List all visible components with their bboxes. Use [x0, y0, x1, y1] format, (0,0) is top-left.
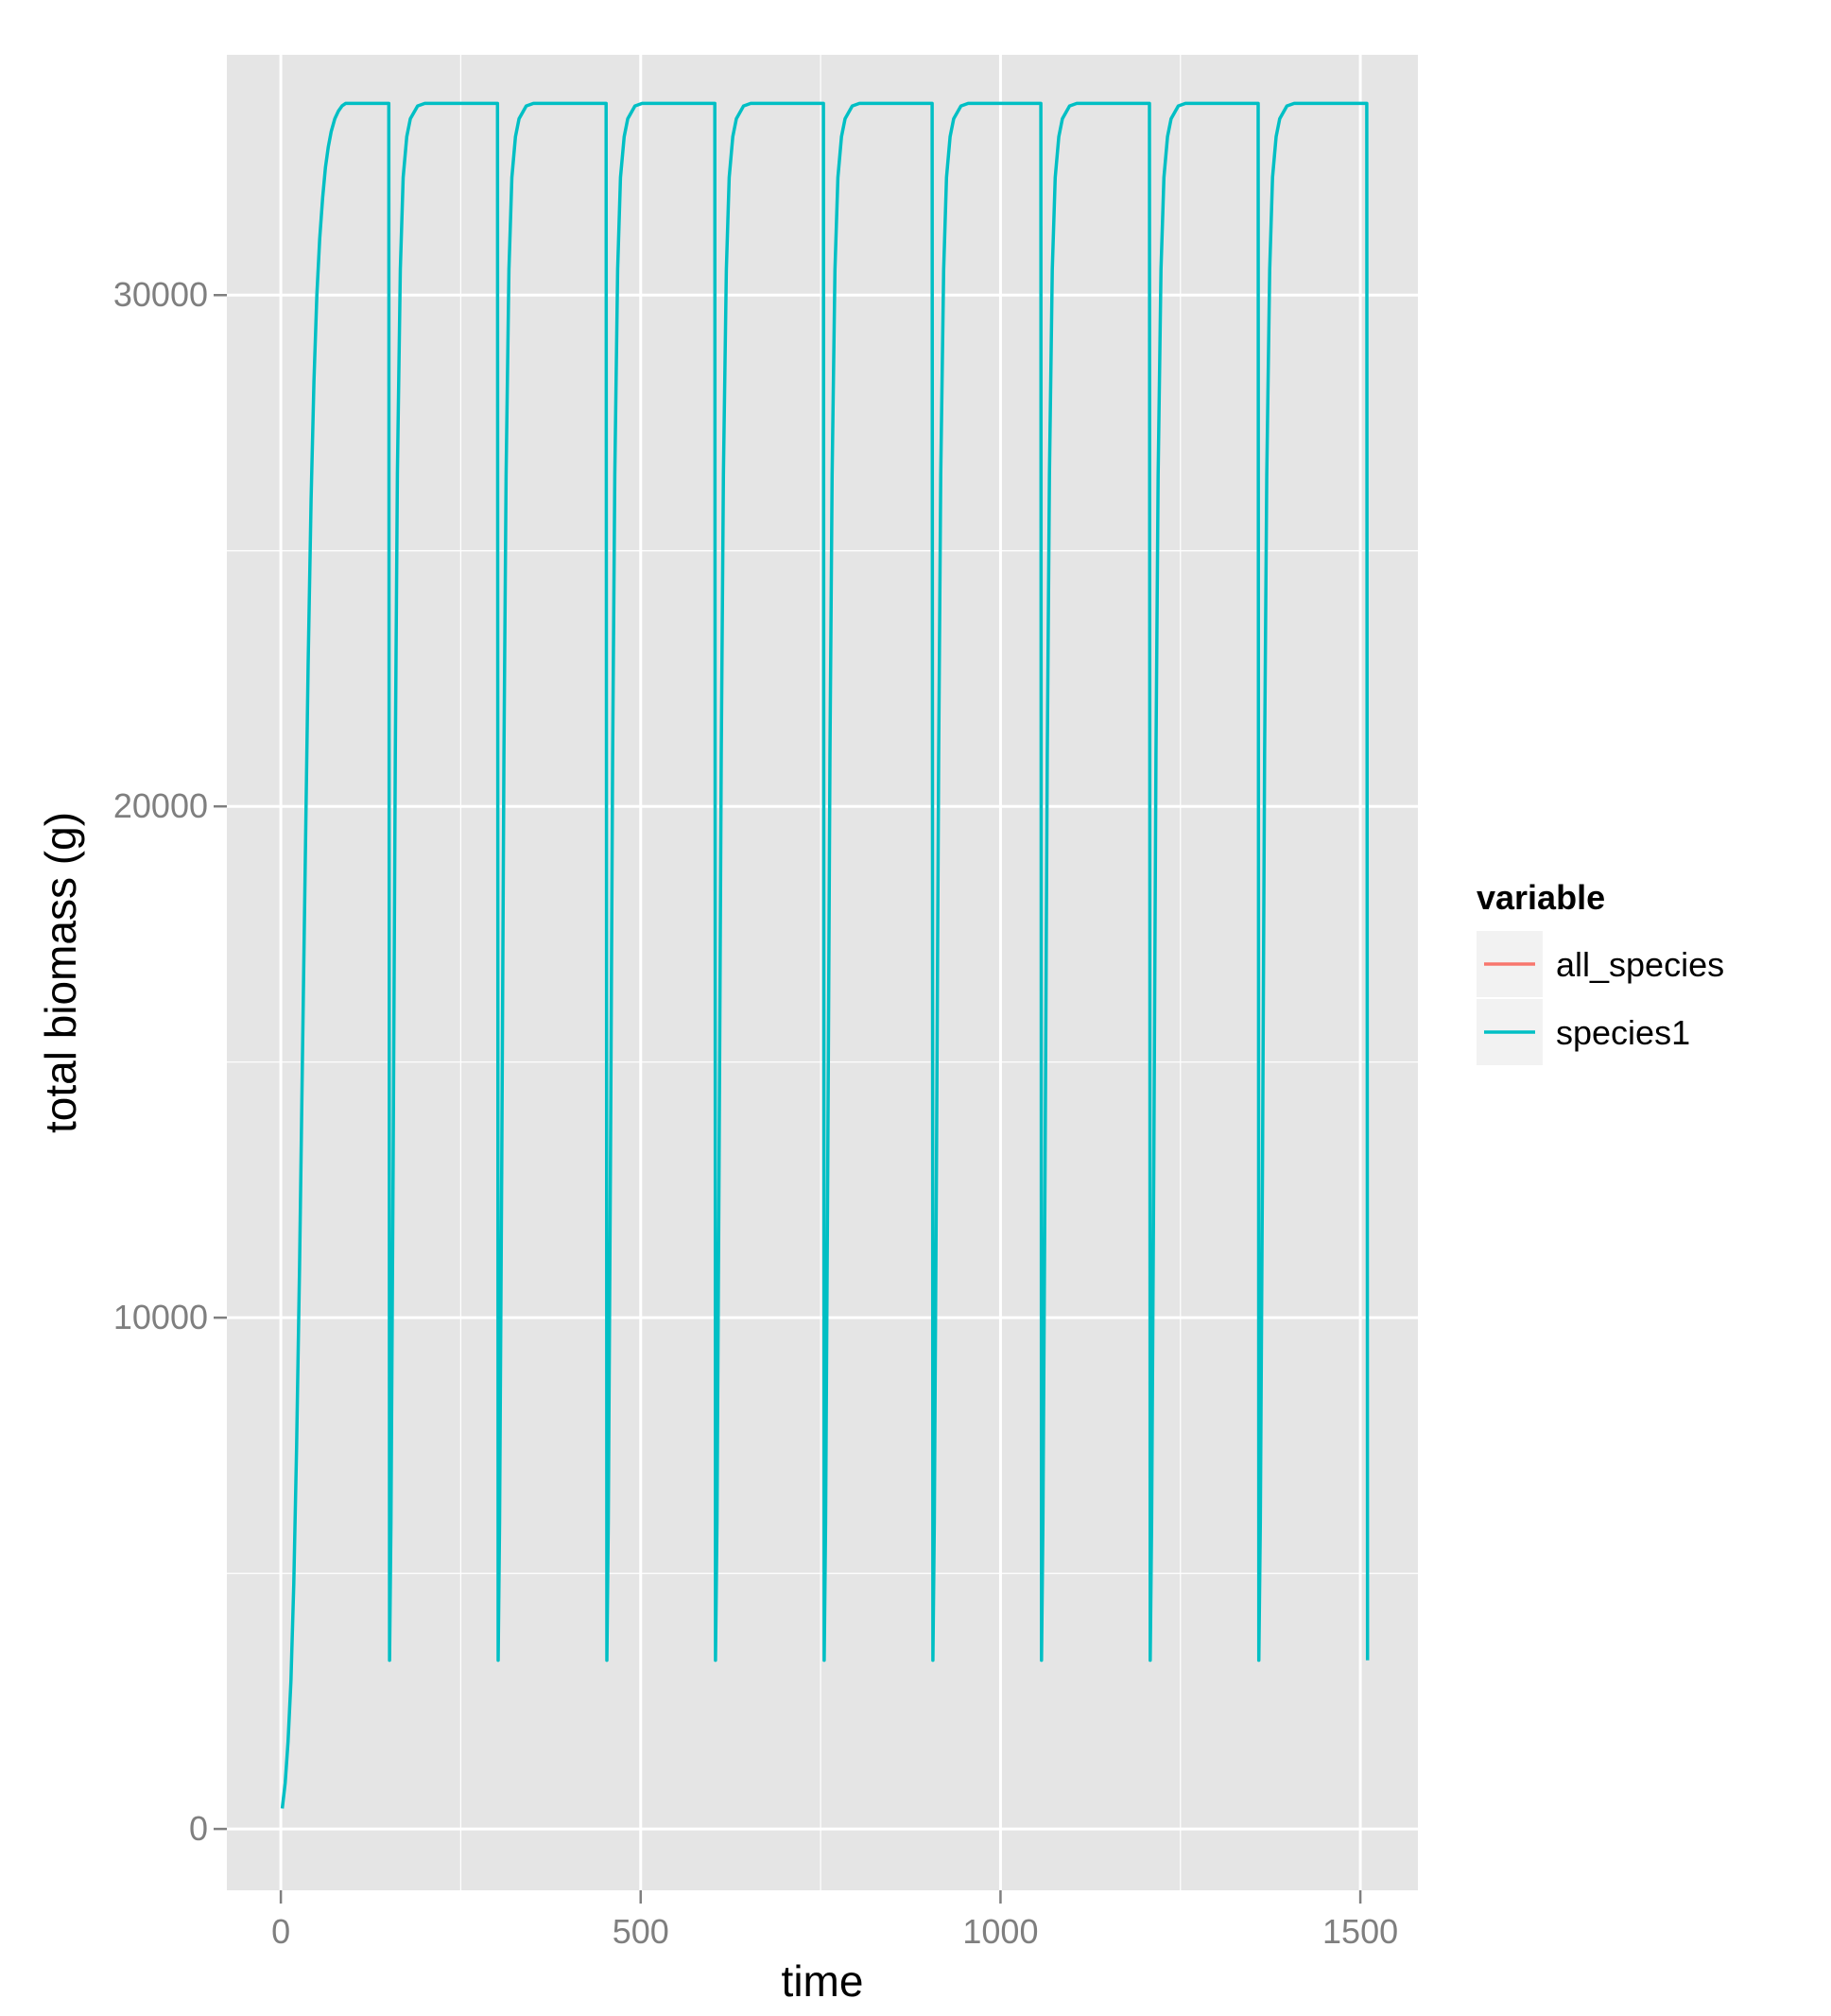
x-tick-label: 1500 — [1322, 1912, 1398, 1951]
y-tick-label: 0 — [189, 1809, 208, 1848]
x-tick-label: 0 — [271, 1912, 290, 1951]
x-tick-label: 1000 — [962, 1912, 1038, 1951]
y-tick-label: 20000 — [113, 786, 208, 825]
legend-title: variable — [1477, 878, 1605, 917]
legend-label: all_species — [1556, 945, 1724, 984]
series-line-species1 — [280, 101, 1370, 1809]
legend-entries: all_species species1 — [1477, 931, 1724, 1065]
y-tick-label: 10000 — [113, 1298, 208, 1336]
legend: variable all_species species1 — [1477, 878, 1724, 1065]
y-axis-title: total biomass (g) — [36, 812, 85, 1133]
legend-label: species1 — [1556, 1013, 1690, 1052]
x-axis-title: time — [782, 1956, 864, 2006]
x-axis: 0 500 1000 1500 — [271, 1890, 1398, 1951]
x-tick-label: 500 — [613, 1912, 669, 1951]
y-tick-label: 30000 — [113, 275, 208, 314]
y-axis: 0 10000 20000 30000 — [113, 275, 227, 1848]
series-layer — [280, 101, 1370, 1809]
